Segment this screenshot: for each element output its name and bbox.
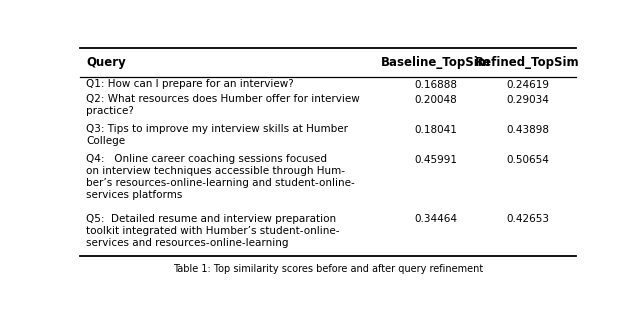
Text: Q5:  Detailed resume and interview preparation
toolkit integrated with Humber’s : Q5: Detailed resume and interview prepar… (86, 214, 340, 248)
Text: Refined_TopSim: Refined_TopSim (475, 56, 580, 69)
Text: Q2: What resources does Humber offer for interview
practice?: Q2: What resources does Humber offer for… (86, 94, 360, 116)
Text: 0.42653: 0.42653 (506, 214, 549, 224)
Text: 0.24619: 0.24619 (506, 80, 549, 90)
Text: Table 1: Top similarity scores before and after query refinement: Table 1: Top similarity scores before an… (173, 264, 483, 274)
Text: 0.16888: 0.16888 (414, 80, 457, 90)
Text: 0.34464: 0.34464 (414, 214, 457, 224)
Text: 0.45991: 0.45991 (414, 154, 457, 165)
Text: Q1: How can I prepare for an interview?: Q1: How can I prepare for an interview? (86, 79, 294, 90)
Text: 0.50654: 0.50654 (506, 154, 549, 165)
Text: Query: Query (86, 56, 126, 69)
Text: Q3: Tips to improve my interview skills at Humber
College: Q3: Tips to improve my interview skills … (86, 124, 348, 146)
Text: 0.43898: 0.43898 (506, 125, 549, 135)
Text: 0.18041: 0.18041 (414, 125, 457, 135)
Text: Baseline_TopSim: Baseline_TopSim (381, 56, 491, 69)
Text: Q4:   Online career coaching sessions focused
on interview techniques accessible: Q4: Online career coaching sessions focu… (86, 154, 355, 200)
Text: 0.29034: 0.29034 (506, 95, 549, 105)
Text: 0.20048: 0.20048 (414, 95, 457, 105)
